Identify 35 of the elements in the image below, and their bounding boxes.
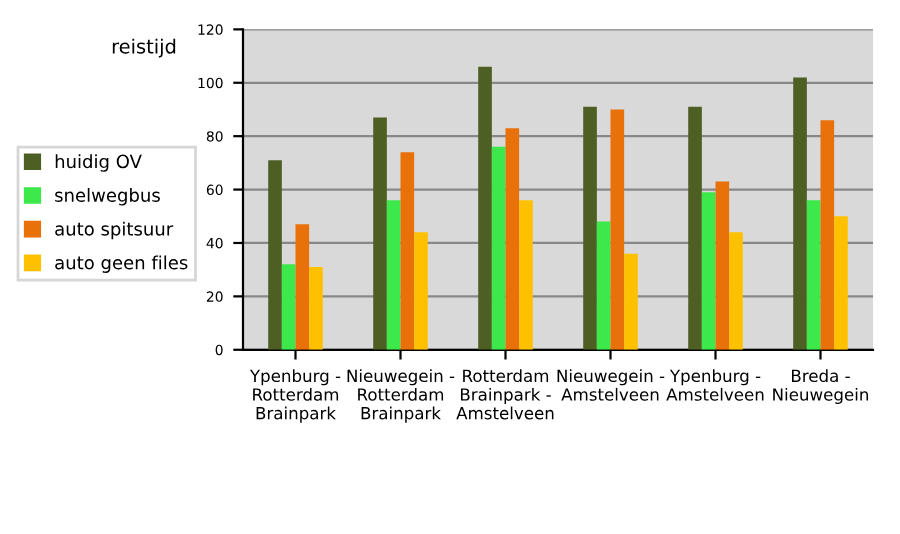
x-tick-label: Breda - Nieuwegein xyxy=(773,369,868,405)
bar xyxy=(295,224,310,350)
bar xyxy=(583,106,597,350)
bar xyxy=(505,128,520,350)
bar xyxy=(624,253,638,350)
bar xyxy=(701,192,716,350)
bar xyxy=(806,200,821,350)
bar xyxy=(478,66,492,350)
legend-label: snelwegbus xyxy=(55,188,160,206)
legend-label: huidig OV xyxy=(55,154,142,172)
bar xyxy=(729,232,743,350)
x-tick-label: Nieuwegein - Rotterdam Brainpark xyxy=(347,369,455,423)
bar xyxy=(834,216,848,350)
x-tick-label: Ypenburg - Amstelveen xyxy=(666,369,764,401)
bar xyxy=(268,160,282,350)
legend-label: auto spitsuur xyxy=(55,221,174,240)
x-tick-label: Ypenburg - Rotterdam Brainpark xyxy=(249,369,341,423)
legend-label: auto geen files xyxy=(55,255,188,273)
bar xyxy=(793,77,807,350)
x-tick-label: Rotterdam Brainpark - Amstelveen xyxy=(456,369,554,420)
bar xyxy=(610,109,625,350)
bar xyxy=(309,267,323,350)
bar xyxy=(688,106,702,350)
bar xyxy=(491,146,506,350)
bar xyxy=(400,152,415,350)
bar xyxy=(715,181,730,350)
bar xyxy=(820,120,835,350)
chart-title: reistijd xyxy=(112,38,176,58)
bar xyxy=(519,200,533,350)
x-tick-label: Nieuwegein - Amstelveen xyxy=(557,369,665,401)
bar xyxy=(373,117,387,350)
bar xyxy=(281,264,296,350)
bar xyxy=(414,232,428,350)
bar xyxy=(596,221,611,350)
bar xyxy=(386,200,401,350)
